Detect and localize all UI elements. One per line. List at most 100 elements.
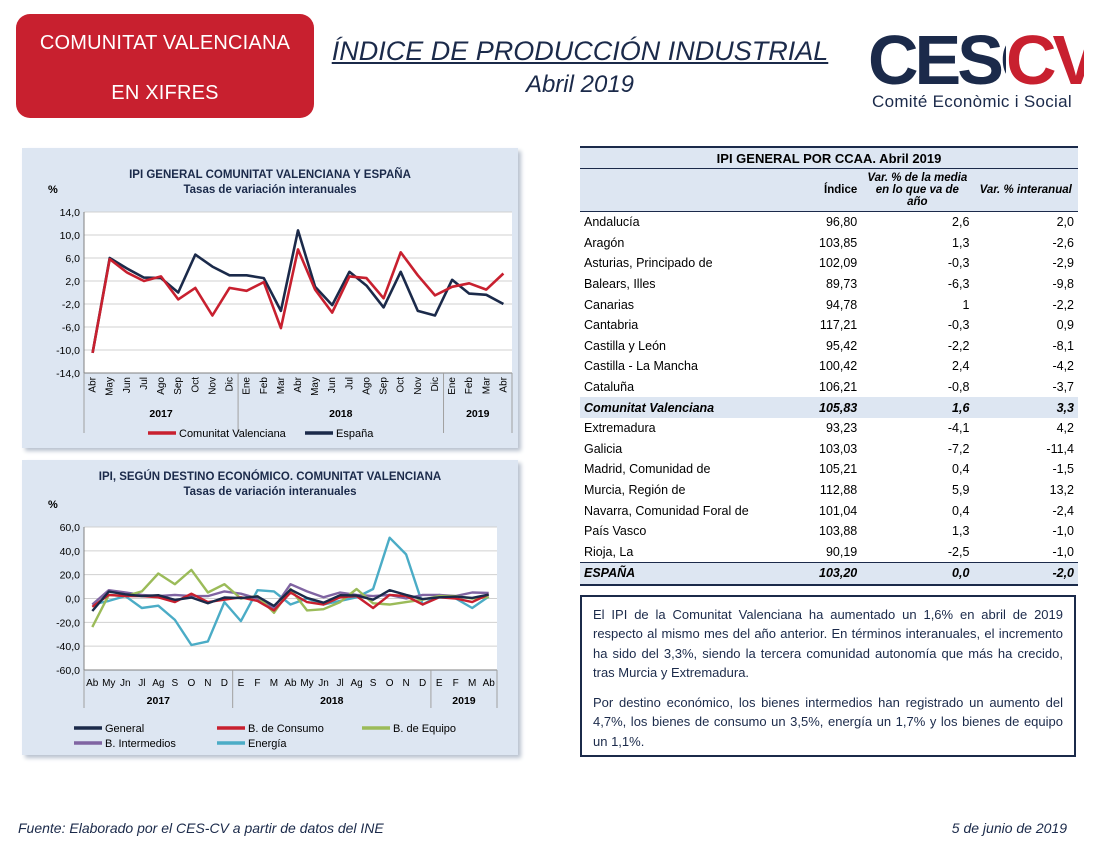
table-row: Rioja, La 90,19 -2,5 -1,0 xyxy=(580,542,1078,563)
x-tick-label: My xyxy=(102,678,115,689)
cell-inter: 3,3 xyxy=(973,397,1078,418)
year-label: 2018 xyxy=(329,408,353,420)
x-tick-label: O xyxy=(386,678,394,689)
x-tick-label: My xyxy=(300,678,313,689)
year-label: 2018 xyxy=(320,695,344,707)
x-tick-label: M xyxy=(468,678,476,689)
y-tick-label: 0,0 xyxy=(65,594,80,606)
cell-indice: 103,88 xyxy=(819,524,858,539)
table-row: Navarra, Comunidad Foral de 101,04 0,4 -2,4 xyxy=(580,500,1078,521)
year-label: 2017 xyxy=(147,695,171,707)
ccaa-table: IPI GENERAL POR CCAA. Abril 2019 Índice … xyxy=(580,146,1078,586)
x-tick-label: D xyxy=(221,678,228,689)
cell-name: Castilla y León xyxy=(584,338,666,353)
page-title: ÍNDICE DE PRODUCCIÓN INDUSTRIAL xyxy=(331,36,829,66)
year-label: 2017 xyxy=(149,408,173,420)
y-axis-label: % xyxy=(48,499,58,511)
cell-media: 0,0 xyxy=(861,562,974,586)
table-row: Cataluña 106,21 -0,8 -3,7 xyxy=(580,377,1078,398)
page-title-block: ÍNDICE DE PRODUCCIÓN INDUSTRIAL Abril 20… xyxy=(330,36,830,99)
cell-indice: 94,78 xyxy=(825,297,858,312)
cell-name: Murcia, Región de xyxy=(584,483,686,498)
cell-media: 1,3 xyxy=(952,524,970,539)
x-tick-label: Nov xyxy=(207,377,218,395)
x-tick-label: Abr xyxy=(88,376,99,392)
cell-inter: 4,2 xyxy=(1056,421,1074,436)
cell-indice: 100,42 xyxy=(819,359,858,374)
legend-label: B. de Consumo xyxy=(248,723,324,735)
x-tick-label: E xyxy=(436,678,443,689)
x-tick-label: Sep xyxy=(173,377,184,395)
cell-indice: 105,83 xyxy=(794,397,862,418)
year-label: 2019 xyxy=(452,695,476,707)
cell-media: -0,3 xyxy=(947,318,970,333)
x-tick-label: Abr xyxy=(293,376,304,392)
cell-indice: 117,21 xyxy=(819,318,858,333)
cell-name: Madrid, Comunidad de xyxy=(584,462,711,477)
cell-media: -2,2 xyxy=(947,338,970,353)
cell-name: Cantabria xyxy=(584,318,639,333)
cell-inter: -2,4 xyxy=(1052,503,1074,518)
table-row: Castilla - La Mancha 100,42 2,4 -4,2 xyxy=(580,356,1078,377)
chart2-svg: 60,040,020,00,0-20,0-40,0-60,0%Ab My Jn Jl A… xyxy=(48,499,498,750)
footer-source: Fuente: Elaborado por el CES-CV a partir… xyxy=(18,820,384,836)
cell-media: -0,8 xyxy=(947,380,970,395)
x-tick-label: Oct xyxy=(396,377,407,393)
x-tick-label: S xyxy=(172,678,179,689)
x-tick-label: N xyxy=(204,678,211,689)
table-row: Madrid, Comunidad de 105,21 0,4 -1,5 xyxy=(580,459,1078,480)
series-line-general xyxy=(91,588,489,612)
x-tick-label: M xyxy=(270,678,278,689)
x-tick-label: S xyxy=(370,678,377,689)
cell-name: País Vasco xyxy=(584,524,647,539)
table-row: Galicia 103,03 -7,2 -11,4 xyxy=(580,439,1078,460)
chart1-title: IPI GENERAL COMUNITAT VALENCIANA Y ESPAÑ… xyxy=(129,169,411,181)
y-tick-label: 2,0 xyxy=(65,276,80,288)
x-tick-label: Jun xyxy=(122,377,133,393)
summary-box: El IPI de la Comunitat Valenciana ha aum… xyxy=(580,595,1076,757)
table-row: Andalucía 96,80 2,6 2,0 xyxy=(580,212,1078,233)
footer-date: 5 de junio de 2019 xyxy=(951,820,1067,836)
y-tick-label: 60,0 xyxy=(60,522,81,534)
cell-media: -0,3 xyxy=(947,256,970,271)
cell-media: 2,4 xyxy=(952,359,970,374)
x-tick-label: Dic xyxy=(225,377,236,391)
x-tick-label: Jul xyxy=(344,377,355,390)
cell-inter: -2,0 xyxy=(973,562,1078,586)
chart2-title: IPI, SEGÚN DESTINO ECONÓMICO. COMUNITAT … xyxy=(98,471,442,483)
chart1-svg: 14,0 10,0 6,0 2,0 -2,0 -6,0 -10,0 -14,0% Abr May J… xyxy=(48,184,513,440)
x-tick-label: Oct xyxy=(190,377,201,393)
logo-subtitle: Comité Econòmic i Social xyxy=(872,92,1072,111)
x-tick-label: Feb xyxy=(259,377,270,395)
chart2-subtitle: Tasas de variación interanuales xyxy=(183,486,357,498)
cell-inter: -2,6 xyxy=(1052,235,1074,250)
cell-indice: 105,21 xyxy=(819,462,858,477)
cell-media: -2,5 xyxy=(947,544,970,559)
col-name xyxy=(580,168,795,212)
y-tick-label: -6,0 xyxy=(62,322,80,334)
table-row: Canarias 94,78 1 -2,2 xyxy=(580,294,1078,315)
x-tick-label: Ab xyxy=(483,678,496,689)
x-tick-label: Ab xyxy=(86,678,99,689)
y-tick-label: -14,0 xyxy=(56,368,80,380)
cell-name: Cataluña xyxy=(584,380,635,395)
cell-name: Canarias xyxy=(584,297,635,312)
cell-name: Navarra, Comunidad Foral de xyxy=(584,503,749,518)
y-tick-label: -60,0 xyxy=(56,665,80,677)
legend-label: General xyxy=(105,723,144,735)
cell-inter: -2,9 xyxy=(1052,256,1074,271)
col-media: Var. % de la media en lo que va de año xyxy=(861,168,974,212)
cell-inter: -2,2 xyxy=(1052,297,1074,312)
summary-p2: Por destino económico, los bienes interm… xyxy=(593,695,1063,749)
cell-media: -6,3 xyxy=(947,277,970,292)
y-tick-label: 20,0 xyxy=(60,570,81,582)
table-row: Comunitat Valenciana 105,83 1,6 3,3 xyxy=(580,397,1078,418)
x-tick-label: Ag xyxy=(152,678,164,689)
cell-media: 0,4 xyxy=(952,503,970,518)
table-row: Castilla y León 95,42 -2,2 -8,1 xyxy=(580,336,1078,357)
table-row: Balears, Illes 89,73 -6,3 -9,8 xyxy=(580,274,1078,295)
cell-indice: 89,73 xyxy=(825,277,858,292)
x-tick-label: Abr xyxy=(498,376,509,392)
table-row: Aragón 103,85 1,3 -2,6 xyxy=(580,233,1078,254)
x-tick-label: May xyxy=(105,377,116,396)
